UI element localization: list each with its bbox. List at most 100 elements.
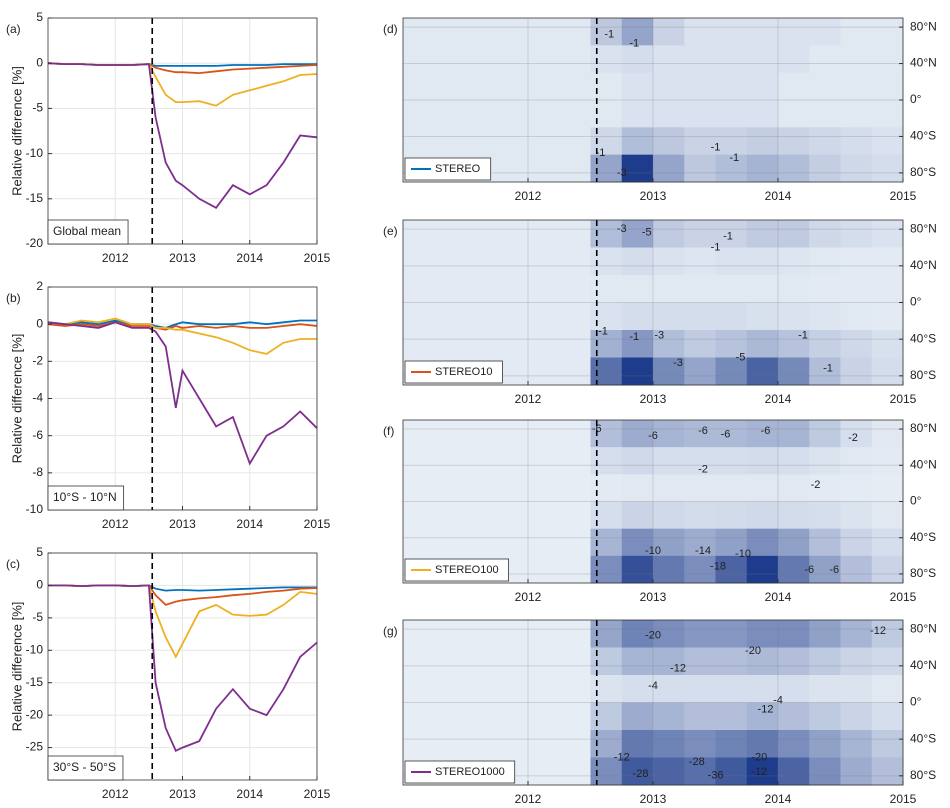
heatmap-cell — [871, 447, 904, 475]
heatmap-cell — [528, 72, 560, 101]
x-tick-label: 2012 — [102, 517, 129, 531]
heatmap-cell — [653, 330, 685, 358]
heatmap-cell — [746, 555, 779, 584]
contour-label: -6 — [804, 564, 814, 576]
heatmap-cell — [403, 447, 435, 475]
heatmap-cell — [746, 730, 779, 758]
heatmap-cell — [746, 357, 779, 386]
heatmap-cell — [559, 501, 591, 530]
heatmap-cell — [871, 474, 904, 502]
heatmap-cell — [621, 154, 654, 183]
heatmap-cell — [559, 100, 591, 128]
heatmap-cell — [528, 154, 560, 183]
heatmap-cell — [653, 127, 685, 156]
x-tick-label: 2014 — [765, 590, 792, 604]
heatmap-cell — [621, 247, 654, 276]
heatmap-cell — [621, 675, 654, 703]
heatmap-cell — [840, 702, 873, 731]
heatmap-cell — [590, 220, 623, 248]
heatmap-cell — [653, 730, 685, 758]
heatmap-cell — [590, 302, 623, 331]
heatmap-cell — [840, 127, 873, 156]
heatmap-cell — [590, 757, 623, 786]
heatmap-cell — [621, 501, 654, 530]
heatmap-cell — [809, 275, 841, 303]
heatmap-cell — [621, 100, 654, 128]
heatmap-cell — [559, 72, 591, 101]
heatmap-cell — [809, 757, 841, 786]
series-line — [47, 321, 318, 466]
heatmap-cell — [809, 702, 841, 731]
heatmap-cell — [809, 100, 841, 128]
heatmap-cell — [621, 302, 654, 331]
heatmap-cell — [653, 18, 685, 46]
heatmap-cell — [871, 730, 904, 758]
heatmap-cell — [746, 501, 779, 530]
x-tick-label: 2015 — [890, 392, 917, 406]
y-tick-label: -5 — [32, 610, 43, 624]
heatmap-cell — [684, 247, 716, 276]
heatmap-cell — [840, 154, 873, 183]
region-box — [47, 755, 124, 781]
heatmap-cell — [403, 730, 435, 758]
heatmap-cell — [809, 555, 841, 584]
heatmap-cell — [465, 528, 498, 557]
contour-label: -1 — [729, 152, 739, 164]
heatmap-cell — [746, 702, 779, 731]
heatmap-cell — [465, 730, 498, 758]
heatmap-cell — [403, 100, 435, 128]
heatmap-cell — [465, 72, 498, 101]
heatmap-cell — [778, 275, 810, 303]
heatmap-cell — [809, 247, 841, 276]
heatmap-cell — [809, 675, 841, 703]
heatmap-cell — [778, 247, 810, 276]
y-tick-label: 80°N — [910, 221, 937, 235]
heatmap-cell — [871, 72, 904, 101]
contour-label: -12 — [614, 751, 630, 763]
heatmap-cell — [778, 528, 810, 557]
heatmap-cell — [778, 302, 810, 331]
x-tick-label: 2012 — [102, 787, 129, 801]
heatmap-cell — [746, 675, 779, 703]
heatmap-cell — [684, 447, 716, 475]
heatmap-cell — [778, 555, 810, 584]
heatmap-cell — [715, 127, 748, 156]
legend-box — [404, 558, 509, 582]
x-tick-label: 2014 — [765, 392, 792, 406]
y-tick-label: 5 — [36, 545, 43, 559]
contour-label: -1 — [596, 147, 606, 159]
heatmap-cell — [871, 127, 904, 156]
contour-label: -3 — [617, 223, 627, 235]
heatmap-cell — [840, 501, 873, 530]
heatmap-cell — [871, 154, 904, 183]
heatmap-cell — [653, 220, 685, 248]
heatmap-cell — [809, 528, 841, 557]
heatmap-cell — [653, 620, 685, 648]
heatmap-cell — [809, 474, 841, 502]
heatmap-cell — [840, 72, 873, 101]
heatmap-cell — [496, 127, 529, 156]
y-tick-label: 40°S — [910, 530, 936, 544]
heatmap-cell — [653, 555, 685, 584]
heatmap-cell — [590, 528, 623, 557]
heatmap-cell — [434, 220, 466, 248]
heatmap-cell — [434, 330, 466, 358]
y-tick-label: -25 — [26, 740, 44, 754]
heatmap-cell — [559, 474, 591, 502]
heatmap-cell — [496, 45, 529, 74]
heatmap-cell — [746, 647, 779, 676]
heatmap-cell — [559, 154, 591, 183]
region-label: 10°S - 10°N — [53, 490, 117, 504]
heatmap-cell — [840, 447, 873, 475]
heatmap-cell — [621, 357, 654, 386]
heatmap-cell — [621, 330, 654, 358]
heatmap-cell — [871, 302, 904, 331]
heatmap-cell — [715, 330, 748, 358]
heatmap-cell — [528, 528, 560, 557]
heatmap-cell — [403, 474, 435, 502]
heatmap-cell — [715, 647, 748, 676]
heatmap-cell — [590, 100, 623, 128]
heatmap-cell — [559, 420, 591, 448]
heatmap-cell — [434, 100, 466, 128]
x-tick-label: 2012 — [515, 189, 542, 203]
